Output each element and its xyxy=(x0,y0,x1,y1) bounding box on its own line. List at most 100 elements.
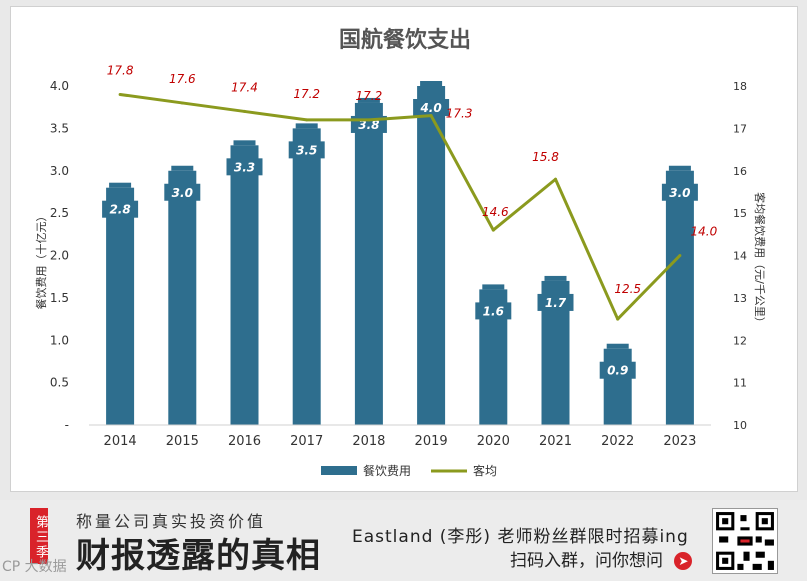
left-tick-label: 0.5 xyxy=(50,376,69,390)
bar-cap xyxy=(171,165,194,171)
line-value-label: 17.2 xyxy=(293,87,320,101)
right-tick-label: 16 xyxy=(733,165,747,178)
line-value-label: 14.0 xyxy=(691,225,718,239)
chart-panel: 国航餐饮支出 餐饮费用（十亿元） 客均餐饮费用（元/千公里） - 0.5 1.0 1.… xyxy=(10,6,798,492)
promo-banner: 第三季 称量公司真实投资价值 财报透露的真相 CP 大数据 Eastland (… xyxy=(0,500,807,581)
left-tick-label: 1.0 xyxy=(50,333,69,347)
bar xyxy=(230,145,259,425)
legend: 餐饮费用 客均 xyxy=(321,463,497,478)
bar-value-label: 3.8 xyxy=(358,118,379,132)
bar xyxy=(106,187,135,425)
line-value-label: 17.6 xyxy=(169,72,196,86)
line-point xyxy=(305,118,309,122)
line-point xyxy=(180,101,184,105)
x-tick-label: 2015 xyxy=(166,434,199,449)
bar-cap xyxy=(295,123,318,129)
legend-swatch-bar xyxy=(321,466,357,475)
x-tick-label: 2021 xyxy=(539,434,572,449)
bar-value-label: 3.0 xyxy=(669,186,690,200)
series-line-keijun xyxy=(119,92,681,321)
legend-label-bar: 餐饮费用 xyxy=(363,463,411,478)
bar-label-bg xyxy=(475,302,512,320)
bar-value-label: 3.5 xyxy=(296,143,317,157)
bar-value-label: 2.8 xyxy=(109,203,130,217)
chart-title: 国航餐饮支出 xyxy=(339,27,471,53)
x-tick-label: 2017 xyxy=(290,434,323,449)
left-tick-label: 2.0 xyxy=(50,249,69,263)
right-tick-label: 18 xyxy=(733,80,747,93)
line-value-label: 17.3 xyxy=(446,107,473,121)
bar xyxy=(665,170,694,425)
x-tick-label: 2023 xyxy=(663,434,696,449)
right-tick-label: 12 xyxy=(733,334,747,347)
line-point xyxy=(678,254,682,257)
scan-text: 扫码入群，问你想问 xyxy=(510,551,663,571)
bar-value-label: 0.9 xyxy=(607,364,628,378)
qr-code[interactable] xyxy=(712,508,778,574)
left-tick-label: 3.5 xyxy=(50,121,69,135)
bar xyxy=(417,86,446,425)
bar-value-label: 4.0 xyxy=(419,101,441,115)
line-point xyxy=(243,109,246,113)
bar-value-label: 1.7 xyxy=(545,296,567,310)
left-axis-label: 餐饮费用（十亿元） xyxy=(34,211,48,310)
bar xyxy=(603,348,632,425)
left-tick-label: 1.5 xyxy=(50,291,69,305)
x-tick-label: 2020 xyxy=(477,434,510,449)
bar xyxy=(292,128,321,425)
x-tick-label: 2018 xyxy=(352,434,385,449)
left-tick-label: 4.0 xyxy=(50,79,69,93)
bar-label-bg xyxy=(537,293,574,311)
bar-cap xyxy=(357,97,380,103)
line-value-label: 12.5 xyxy=(614,282,641,296)
line-value-label: 17.2 xyxy=(356,89,383,103)
line-value-label: 15.8 xyxy=(532,150,559,164)
line-point xyxy=(616,317,620,321)
left-tick-label: 2.5 xyxy=(50,206,69,220)
bar-label-bg xyxy=(164,183,201,201)
scan-row[interactable]: 扫码入群，问你想问 ➤ xyxy=(510,546,693,571)
line-point xyxy=(429,114,433,118)
line-point xyxy=(554,177,557,181)
recruit-text: Eastland (李彤) 老师粉丝群限时招募ing xyxy=(352,527,689,547)
bar-label-bg xyxy=(599,361,636,379)
bar-value-label: 3.0 xyxy=(172,186,193,200)
x-tick-label: 2022 xyxy=(601,434,634,449)
line-value-label: 17.4 xyxy=(231,80,258,94)
bar-cap xyxy=(606,343,629,349)
bar-label-bg xyxy=(102,200,139,218)
right-tick-label: 14 xyxy=(733,250,747,263)
bar xyxy=(354,102,383,425)
bar-value-label: 1.6 xyxy=(483,304,504,318)
bar-cap xyxy=(668,165,691,171)
arrow-right-circle-icon[interactable]: ➤ xyxy=(674,552,693,570)
bar-label-bg xyxy=(661,183,698,201)
line-value-label: 14.6 xyxy=(482,205,509,219)
bar-cap xyxy=(420,81,443,86)
bar-label-bg xyxy=(288,141,325,159)
right-tick-label: 13 xyxy=(733,292,747,305)
slogan-text: 称量公司真实投资价值 xyxy=(76,512,267,531)
watermark-text: CP 大数据 xyxy=(2,559,67,575)
right-tick-label: 17 xyxy=(733,122,747,135)
right-tick-label: 11 xyxy=(733,377,747,390)
right-tick-label: 10 xyxy=(733,419,747,432)
bar-cap xyxy=(233,140,256,146)
x-tick-label: 2014 xyxy=(104,434,137,449)
line-point xyxy=(367,118,371,122)
brand-title: 财报透露的真相 xyxy=(76,536,321,576)
bar-cap xyxy=(109,182,132,188)
right-axis-label: 客均餐饮费用（元/千公里） xyxy=(753,192,767,328)
left-tick-label: - xyxy=(65,418,69,432)
line-point xyxy=(491,228,495,232)
x-tick-label: 2019 xyxy=(415,434,448,449)
bar-value-label: 3.3 xyxy=(234,160,255,174)
season-tag: 第三季 xyxy=(30,508,48,564)
chart-svg: 国航餐饮支出 餐饮费用（十亿元） 客均餐饮费用（元/千公里） - 0.5 1.0 1.… xyxy=(34,27,767,478)
line-value-label: 17.8 xyxy=(107,63,134,77)
x-tick-label: 2016 xyxy=(228,434,261,449)
bar-cap xyxy=(482,284,505,290)
legend-label-line: 客均 xyxy=(473,463,497,478)
bar xyxy=(168,170,197,425)
left-tick-label: 3.0 xyxy=(50,164,69,178)
